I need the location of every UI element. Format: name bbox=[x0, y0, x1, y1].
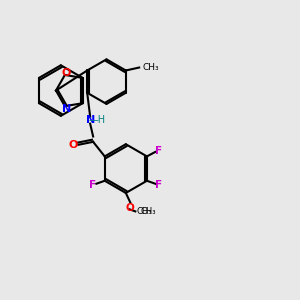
Text: CH₃: CH₃ bbox=[137, 207, 152, 216]
Text: F: F bbox=[155, 146, 162, 156]
Text: N: N bbox=[62, 104, 71, 114]
Text: O: O bbox=[62, 68, 71, 78]
Text: N: N bbox=[85, 115, 95, 125]
Text: CH₃: CH₃ bbox=[141, 207, 156, 216]
Text: CH₃: CH₃ bbox=[143, 63, 159, 72]
Text: —H: —H bbox=[88, 115, 105, 125]
Text: F: F bbox=[155, 180, 162, 190]
Text: O: O bbox=[68, 140, 78, 150]
Text: O: O bbox=[125, 203, 134, 213]
Text: F: F bbox=[89, 180, 96, 190]
